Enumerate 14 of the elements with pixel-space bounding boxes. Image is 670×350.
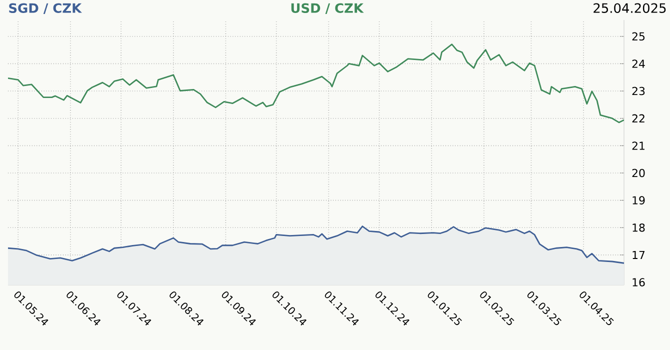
line-series <box>8 44 624 124</box>
y-tick-label: 18 <box>632 223 645 232</box>
y-tick-label: 22 <box>632 114 644 122</box>
text: 25.04.2025 <box>594 3 666 13</box>
y-tick-label: 25 <box>632 32 645 41</box>
y-tick-label: 23 <box>632 86 645 96</box>
y-tick-label: 17 <box>632 250 645 259</box>
y-tick-label: 19 <box>632 196 645 204</box>
y-tick-label: 16 <box>632 278 645 286</box>
y-tick-label: 21 <box>632 142 644 150</box>
text: SGD / CZK <box>9 3 82 14</box>
y-tick-label: 24 <box>632 60 645 68</box>
y-tick-label: 20 <box>632 168 645 178</box>
text: USD / CZK <box>291 3 364 14</box>
